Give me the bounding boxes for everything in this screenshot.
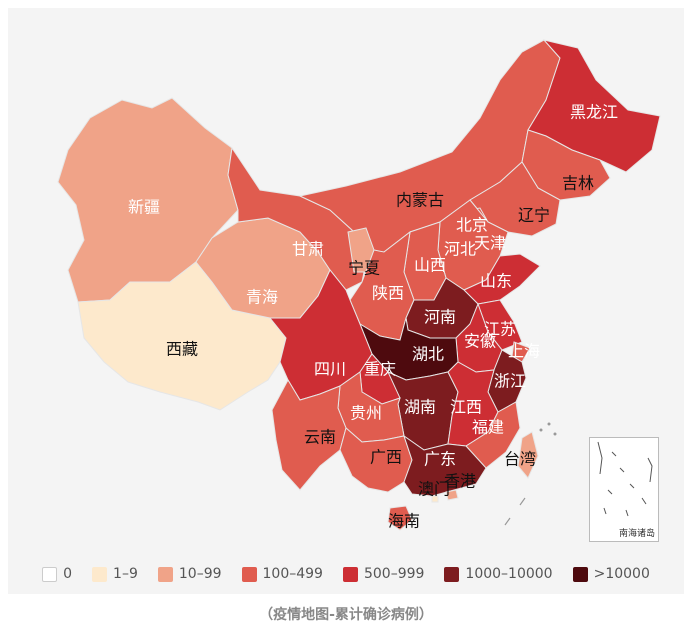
province-hainan[interactable] (387, 505, 413, 531)
province-label-chongqing: 重庆 (364, 360, 396, 379)
legend-item[interactable]: 500–999 (342, 566, 425, 582)
province-label-xizang: 西藏 (166, 340, 198, 359)
province-label-yunnan: 云南 (304, 428, 336, 447)
province-label-gansu: 甘肃 (292, 240, 324, 259)
legend-item[interactable]: 0 (42, 566, 72, 582)
province-label-liaoning: 辽宁 (518, 206, 550, 225)
province-label-heilongjiang: 黑龙江 (570, 103, 618, 122)
province-label-jilin: 吉林 (562, 174, 594, 193)
province-label-hainan: 海南 (388, 512, 420, 531)
province-label-beijing: 北京 (456, 216, 488, 235)
province-guangdong[interactable] (403, 434, 487, 497)
province-label-tianjin: 天津 (474, 234, 506, 253)
legend-label: 0 (63, 566, 73, 582)
legend-item[interactable]: 100–499 (241, 566, 323, 582)
south-sea-islands-icon (597, 441, 653, 517)
province-label-xianggang: 香港 (444, 472, 476, 491)
legend-item[interactable]: 1–9 (92, 566, 138, 582)
legend-swatch (157, 566, 173, 582)
inset-caption: 南海诸岛 (618, 529, 655, 539)
province-label-sichuan: 四川 (314, 360, 346, 379)
legend-swatch (572, 566, 588, 582)
island-dot (553, 432, 557, 436)
legend-label: 1000–10000 (465, 566, 553, 582)
legend-item[interactable]: >10000 (572, 566, 650, 582)
province-label-anhui: 安徽 (464, 332, 496, 351)
legend-item[interactable]: 1000–10000 (444, 566, 553, 582)
legend-label: 10–99 (178, 566, 222, 582)
province-label-hunan: 湖南 (404, 398, 436, 417)
province-taiwan[interactable] (517, 431, 539, 479)
province-label-hebei: 河北 (444, 240, 476, 259)
province-label-guizhou: 贵州 (350, 404, 382, 423)
province-label-xinjiang: 新疆 (128, 198, 160, 217)
map-caption: （疫情地图-累计确诊病例） (259, 607, 433, 623)
island-dot (539, 428, 543, 432)
legend-swatch (42, 566, 58, 582)
province-aomen[interactable] (431, 495, 439, 503)
legend-label: >10000 (593, 566, 650, 582)
south-china-sea-inset: 南海诸岛 (589, 437, 659, 542)
province-label-jiangxi: 江西 (450, 398, 482, 417)
province-label-guangdong: 广东 (424, 450, 456, 469)
legend-label: 500–999 (363, 566, 425, 582)
legend-label: 1–9 (113, 566, 138, 582)
province-label-shanxi: 山西 (414, 256, 446, 275)
province-label-aomen: 澳门 (418, 480, 450, 499)
province-label-fujian: 福建 (472, 418, 504, 437)
province-xianggang[interactable] (445, 489, 459, 501)
province-fujian[interactable] (465, 401, 521, 469)
province-label-shanghai: 上海 (508, 342, 540, 361)
province-label-hubei: 湖北 (412, 345, 444, 364)
legend-item[interactable]: 10–99 (157, 566, 222, 582)
legend-swatch (342, 566, 358, 582)
province-label-guangxi: 广西 (370, 448, 402, 467)
legend: 0 1–9 10–99 100–499 500–999 1000–10000 >10000 (8, 555, 684, 593)
legend-swatch (241, 566, 257, 582)
legend-swatch (92, 566, 108, 582)
province-label-jiangsu: 江苏 (484, 320, 516, 339)
province-label-zhejiang: 浙江 (494, 372, 526, 391)
province-heilongjiang[interactable] (527, 39, 661, 173)
province-label-taiwan: 台湾 (504, 450, 536, 469)
province-label-qinghai: 青海 (246, 288, 278, 307)
province-label-neimenggu: 内蒙古 (396, 191, 444, 210)
island-dot (547, 422, 551, 426)
legend-label: 100–499 (262, 566, 323, 582)
province-label-henan: 河南 (424, 308, 456, 327)
province-label-shaanxi: 陕西 (372, 284, 404, 303)
legend-swatch (444, 566, 460, 582)
province-label-shandong: 山东 (480, 272, 512, 291)
boundary-dash (504, 497, 526, 526)
province-label-ningxia: 宁夏 (348, 259, 380, 278)
